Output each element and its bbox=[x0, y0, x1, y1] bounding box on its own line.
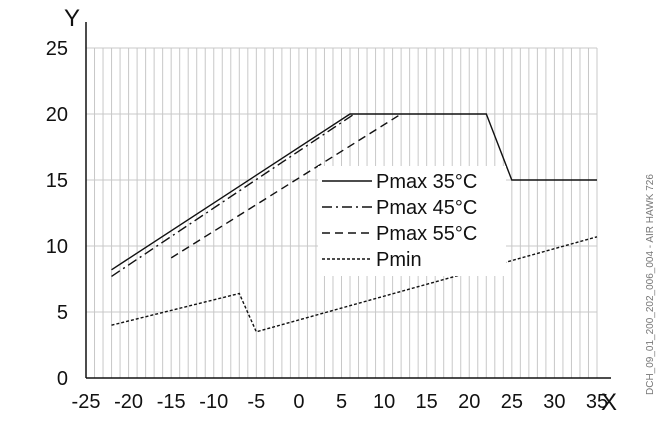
x-tick-label: 0 bbox=[293, 391, 304, 413]
side-note: DCH_09_01_200_202_006_004 - AIR HAWK 726 bbox=[645, 174, 656, 395]
series-line bbox=[170, 113, 402, 259]
y-axis-title: Y bbox=[64, 5, 80, 32]
y-tick-label: 20 bbox=[46, 104, 68, 126]
series-lines bbox=[111, 113, 598, 333]
x-tick-label: -25 bbox=[72, 391, 101, 413]
axes bbox=[85, 22, 611, 379]
x-tick-label: -5 bbox=[247, 391, 265, 413]
legend: Pmax 35°C Pmax 45°C Pmax 55°C Pmin bbox=[318, 166, 506, 276]
legend-label: Pmin bbox=[376, 249, 422, 271]
x-tick-label: 10 bbox=[373, 391, 395, 413]
x-axis-title: X bbox=[601, 389, 617, 416]
x-tick-label: 5 bbox=[336, 391, 347, 413]
x-tick-label: 15 bbox=[416, 391, 438, 413]
y-tick-label: 0 bbox=[57, 368, 68, 390]
y-tick-label: 15 bbox=[46, 170, 68, 192]
legend-background bbox=[318, 166, 506, 276]
x-tick-label: -10 bbox=[199, 391, 228, 413]
y-tick-label: 25 bbox=[46, 38, 68, 60]
legend-label: Pmax 45°C bbox=[376, 197, 477, 219]
tick-labels: -25 -20 -15 -10 -5 0 5 10 15 20 25 30 35 0 5 10 15 20 25 bbox=[46, 38, 608, 413]
x-tick-label: 20 bbox=[458, 391, 480, 413]
series-line bbox=[111, 113, 597, 271]
x-tick-label: -20 bbox=[114, 391, 143, 413]
x-tick-label: 30 bbox=[543, 391, 565, 413]
legend-label: Pmax 35°C bbox=[376, 171, 477, 193]
series-line bbox=[111, 236, 598, 333]
legend-label: Pmax 55°C bbox=[376, 223, 477, 245]
x-tick-label: -15 bbox=[157, 391, 186, 413]
grid bbox=[85, 47, 598, 379]
y-tick-label: 10 bbox=[46, 236, 68, 258]
x-tick-label: 25 bbox=[501, 391, 523, 413]
y-tick-label: 5 bbox=[57, 302, 68, 324]
series-line bbox=[111, 113, 355, 277]
x-tick-label: 35 bbox=[586, 391, 608, 413]
